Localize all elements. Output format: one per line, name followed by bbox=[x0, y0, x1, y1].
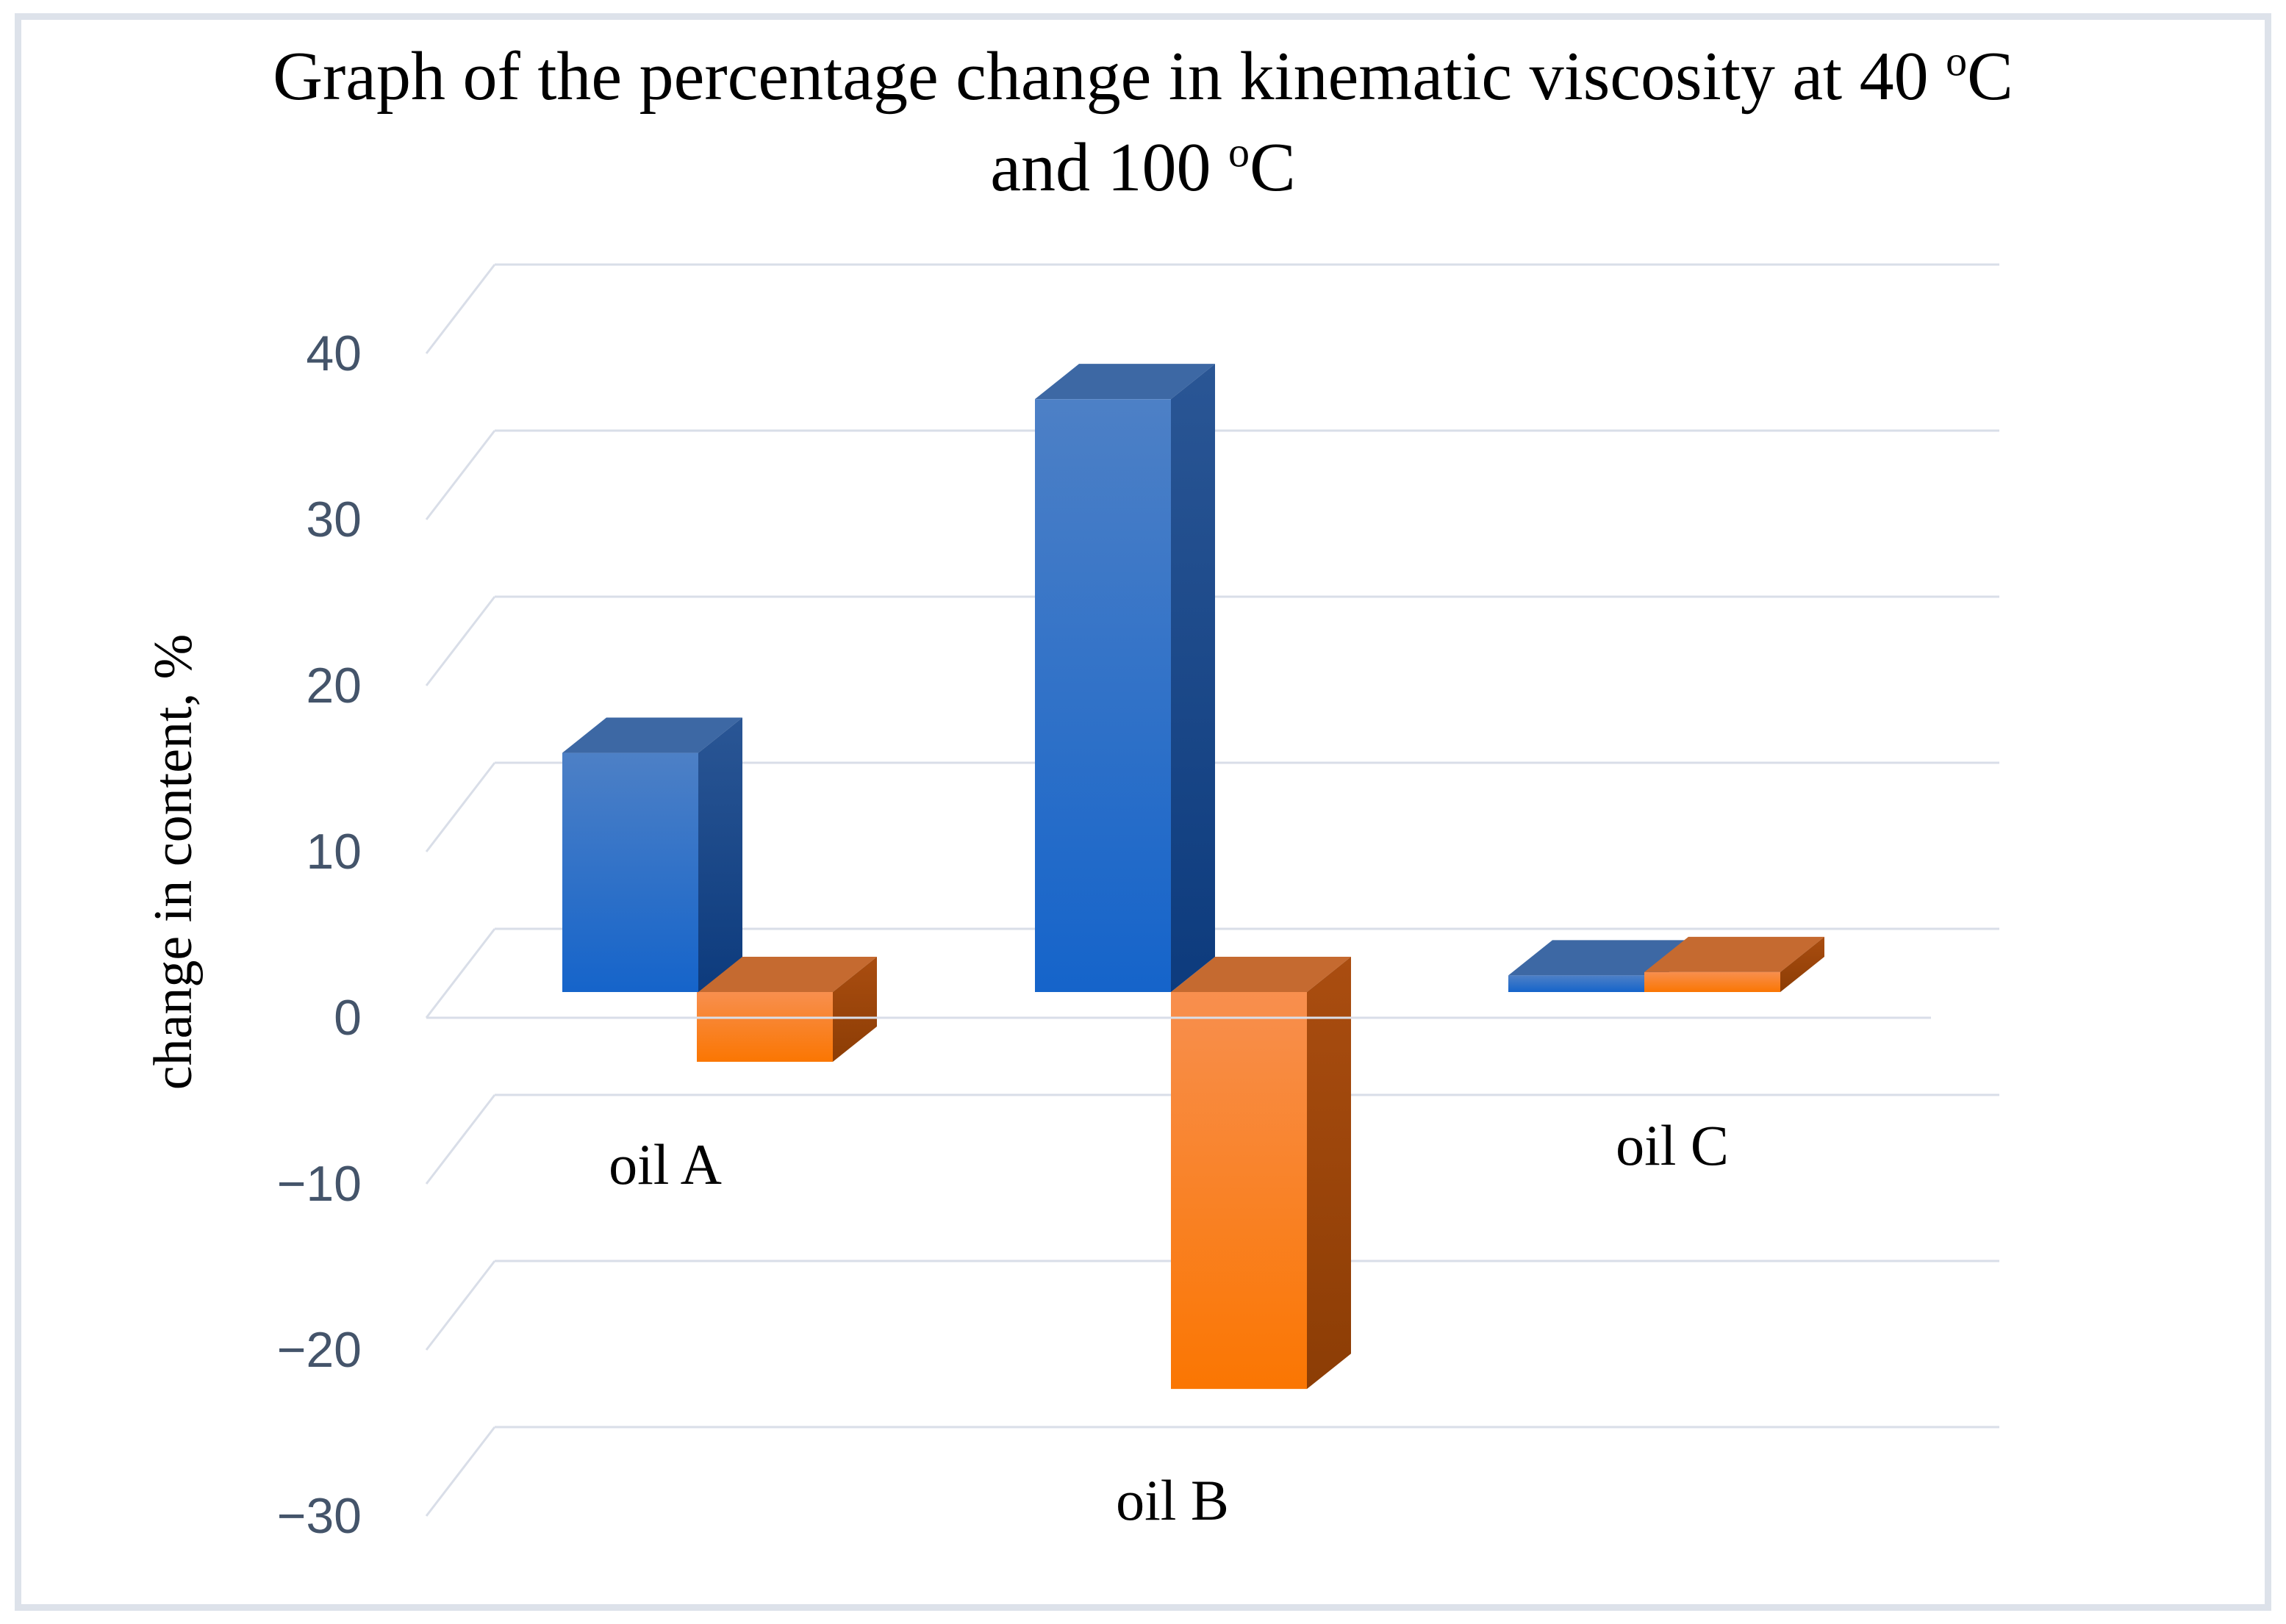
chart-title-line1: Graph of the percentage change in kinema… bbox=[273, 37, 2013, 115]
bar-oil-b-blue[interactable] bbox=[1035, 364, 1215, 992]
gridline-depth bbox=[425, 1260, 496, 1351]
bar-front-face bbox=[1171, 992, 1307, 1390]
bar-oil-a-orange[interactable] bbox=[697, 957, 877, 1062]
y-tick-label: −10 bbox=[276, 1156, 362, 1212]
category-label-oil-a: oil A bbox=[609, 1132, 722, 1196]
bar-top-face bbox=[1171, 957, 1351, 992]
gridline-depth bbox=[425, 264, 496, 354]
bar-front-face bbox=[1644, 971, 1780, 992]
gridline-depth bbox=[425, 928, 496, 1018]
y-tick-label: 30 bbox=[306, 492, 362, 547]
chart-title: Graph of the percentage change in kinema… bbox=[0, 31, 2286, 213]
degree-superscript: o bbox=[1228, 128, 1250, 176]
bar-top-face bbox=[697, 957, 877, 992]
y-tick-label: 40 bbox=[306, 326, 362, 381]
bar-top-face bbox=[1644, 936, 1824, 972]
bar-top-face bbox=[562, 717, 742, 753]
gridline-depth bbox=[425, 1426, 496, 1517]
gridline-depth bbox=[425, 596, 496, 686]
bar-oil-b-orange[interactable] bbox=[1171, 957, 1351, 1390]
category-label-oil-b: oil B bbox=[1116, 1468, 1229, 1532]
bar-side-face bbox=[1307, 957, 1351, 1390]
bar-front-face bbox=[1035, 399, 1171, 992]
bar-front-face bbox=[697, 992, 833, 1062]
bar-side-face bbox=[1171, 364, 1215, 992]
bar-front-face bbox=[1508, 975, 1644, 992]
bar-side-face bbox=[1780, 936, 1824, 992]
bar-oil-c-orange[interactable] bbox=[1644, 936, 1824, 992]
bar-side-face bbox=[698, 717, 742, 992]
gridline-depth bbox=[425, 762, 496, 852]
y-tick-label: 0 bbox=[334, 990, 362, 1046]
bar-front-face bbox=[562, 752, 698, 992]
bar-oil-a-blue[interactable] bbox=[562, 717, 742, 992]
bar-top-face bbox=[1035, 364, 1215, 400]
gridline-depth bbox=[425, 430, 496, 520]
y-tick-label: −20 bbox=[276, 1322, 362, 1378]
y-tick-label: 10 bbox=[306, 824, 362, 880]
bar-top-face bbox=[1508, 940, 1688, 976]
degree-superscript: o bbox=[1946, 37, 1968, 85]
chart-title-line2: and 100 oC bbox=[990, 128, 1296, 206]
category-label-oil-c: oil C bbox=[1616, 1113, 1729, 1177]
y-tick-label: −30 bbox=[276, 1488, 362, 1544]
y-tick-label: 20 bbox=[306, 658, 362, 714]
bar-side-face bbox=[833, 957, 877, 1062]
gridline-depth bbox=[425, 1094, 496, 1185]
